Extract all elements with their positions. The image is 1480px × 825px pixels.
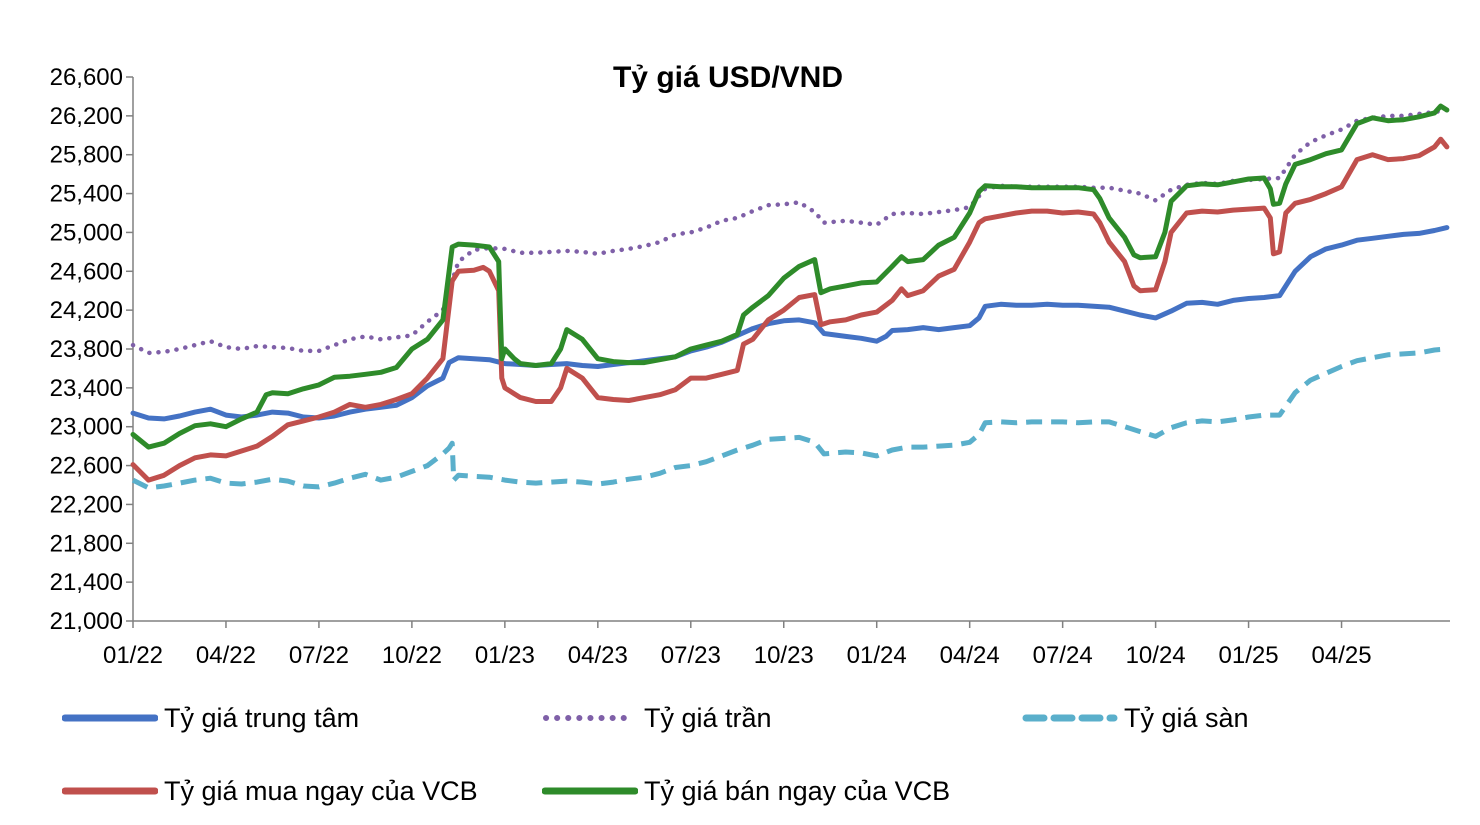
y-tick-label: 25,000 (50, 219, 123, 246)
y-tick-label: 24,200 (50, 297, 123, 324)
legend-swatch-vcb-sell (542, 787, 638, 795)
y-tick-label: 22,600 (50, 453, 123, 480)
legend-item-vcb-buy: Tỷ giá mua ngay của VCB (62, 771, 478, 811)
y-tick-label: 24,600 (50, 258, 123, 285)
x-tick-label: 10/22 (382, 642, 442, 669)
chart-title: Tỷ giá USD/VND (613, 61, 843, 94)
y-tick-label: 26,200 (50, 103, 123, 130)
x-tick-label: 10/23 (754, 642, 814, 669)
x-tick-label: 01/22 (103, 642, 163, 669)
y-tick-label: 25,800 (50, 142, 123, 169)
y-tick-label: 26,600 (50, 64, 123, 91)
y-tick-label: 21,000 (50, 608, 123, 635)
y-tick-label: 23,000 (50, 414, 123, 441)
x-tick-label: 04/23 (568, 642, 628, 669)
x-tick-label: 01/25 (1219, 642, 1279, 669)
x-tick-label: 07/22 (289, 642, 349, 669)
y-tick-label: 25,400 (50, 181, 123, 208)
x-tick-label: 07/24 (1033, 642, 1093, 669)
legend-label-floor-rate: Tỷ giá sàn (1124, 702, 1249, 733)
y-tick-label: 22,200 (50, 491, 123, 518)
x-tick-label: 04/22 (196, 642, 256, 669)
x-tick-label: 01/23 (475, 642, 535, 669)
series-central-rate (130, 225, 1450, 422)
legend-label-ceiling-rate: Tỷ giá trần (644, 702, 772, 733)
y-tick-label: 23,800 (50, 336, 123, 363)
y-tick-label: 21,800 (50, 530, 123, 557)
legend-item-vcb-sell: Tỷ giá bán ngay của VCB (542, 771, 950, 811)
legend-swatch-floor-rate (1022, 714, 1118, 722)
series-vcb-sell (130, 103, 1450, 450)
series-layer (130, 103, 1450, 491)
y-axis: 21,000 21,400 21,800 22,200 22,600 23,000 23,4… (50, 64, 133, 635)
series-floor-rate (131, 346, 1448, 491)
x-tick-label: 04/24 (940, 642, 1000, 669)
series-vcb-buy (130, 136, 1450, 483)
y-tick-label: 21,400 (50, 569, 123, 596)
line-chart: Tỷ giá USD/VND 21,00021,40021,80022,2002… (50, 61, 1450, 669)
x-tick-label: 04/25 (1312, 642, 1372, 669)
y-tick-label: 23,400 (50, 375, 123, 402)
x-tick-label: 01/24 (847, 642, 907, 669)
x-tick-label: 10/24 (1126, 642, 1186, 669)
x-tick-label: 07/23 (661, 642, 721, 669)
legend-swatch-ceiling-rate (543, 715, 637, 721)
x-axis: 01/22 04/22 07/22 10/22 01/23 04/23 07/23 10/23… (103, 621, 1372, 669)
legend-item-ceiling-rate: Tỷ giá trần (542, 698, 772, 738)
legend-label-central-rate: Tỷ giá trung tâm (164, 702, 360, 733)
legend-item-central-rate: Tỷ giá trung tâm (62, 698, 359, 738)
legend-swatch-central-rate (62, 714, 158, 722)
legend-swatch-vcb-buy (62, 787, 158, 795)
legend: Tỷ giá trung tâm Tỷ giá trần Tỷ giá sàn … (0, 690, 1480, 820)
legend-label-vcb-buy: Tỷ giá mua ngay của VCB (164, 775, 478, 806)
legend-item-floor-rate: Tỷ giá sàn (1022, 698, 1249, 738)
legend-label-vcb-sell: Tỷ giá bán ngay của VCB (644, 775, 951, 806)
series-ceiling-rate (130, 107, 1450, 356)
